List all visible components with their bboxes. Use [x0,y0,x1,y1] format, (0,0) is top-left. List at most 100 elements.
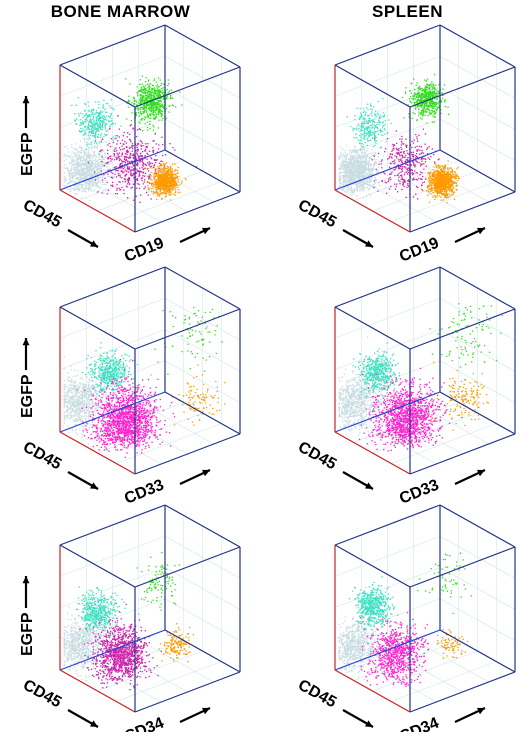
data-point [168,173,170,176]
data-point [143,104,146,106]
data-point [364,182,366,184]
data-points [338,73,460,204]
data-point [98,168,100,170]
data-point [344,150,346,152]
data-point [119,156,121,158]
data-point [95,138,97,141]
data-point [105,111,107,113]
data-point [340,153,343,156]
data-point [69,188,71,190]
data-point [130,152,132,155]
data-point [68,171,70,173]
data-point [157,175,159,177]
data-point [156,175,158,177]
data-point [158,104,160,106]
data-point [80,165,82,167]
data-point [387,132,389,134]
data-point [374,141,377,143]
data-point [73,159,75,161]
data-point [340,155,342,157]
data-point [433,116,435,118]
data-point [339,146,342,148]
data-point [71,172,73,175]
data-point [79,184,81,186]
data-point [169,182,171,184]
data-point [74,164,76,166]
data-point [167,187,169,189]
data-point [98,122,101,124]
data-point [123,157,126,159]
data-point [170,180,172,182]
data-point [152,113,154,115]
data-point [342,160,344,162]
data-point [95,159,97,161]
data-point [365,126,367,128]
data-point [157,94,159,96]
data-point [152,103,155,105]
data-point [361,123,363,125]
data-point [83,165,86,167]
data-point [80,131,82,133]
data-point [348,165,350,167]
data-point [344,172,347,174]
data-point [129,161,131,163]
data-point [359,107,361,110]
data-point [101,126,103,128]
data-point [79,179,81,181]
data-point [170,172,173,174]
data-point [102,151,104,153]
data-point [121,163,123,165]
data-point [356,129,358,131]
data-point [129,133,131,135]
data-point [159,165,161,167]
data-point [428,91,430,93]
data-point [159,89,161,91]
data-point [375,140,377,142]
data-point [356,179,358,181]
data-point [67,168,69,171]
data-point [102,164,105,166]
data-point [355,164,357,166]
data-point [419,98,422,101]
data-point [361,157,363,159]
data-point [140,155,143,157]
data-point [110,185,112,187]
data-point [154,92,157,95]
data-point [142,159,144,161]
data-point [173,183,175,185]
data-point [132,157,135,159]
data-point [91,121,93,123]
data-point [98,136,100,139]
data-point [84,189,86,191]
data-point [369,133,371,135]
data-point [121,152,124,154]
data-point [360,115,362,117]
data-point [95,155,97,157]
data-point [78,168,80,171]
data-point [360,163,362,165]
data-point [130,187,132,189]
grid-line [116,181,222,222]
data-point [161,178,163,180]
data-point [89,200,91,202]
data-point [109,105,111,107]
data-point [152,149,155,151]
data-point [355,176,358,179]
data-point [101,155,103,157]
data-point [347,185,349,188]
data-point [96,167,99,169]
data-point [104,119,106,121]
data-point [150,175,152,177]
data-point [94,165,96,168]
data-point [372,167,375,169]
data-point [69,156,71,158]
data-point [158,169,160,171]
data-point [73,188,75,190]
data-point [97,180,99,182]
data-point [97,115,99,117]
data-point [105,165,107,167]
data-point [172,186,174,188]
data-point [90,174,93,176]
data-point [138,156,140,158]
data-point [365,168,367,170]
